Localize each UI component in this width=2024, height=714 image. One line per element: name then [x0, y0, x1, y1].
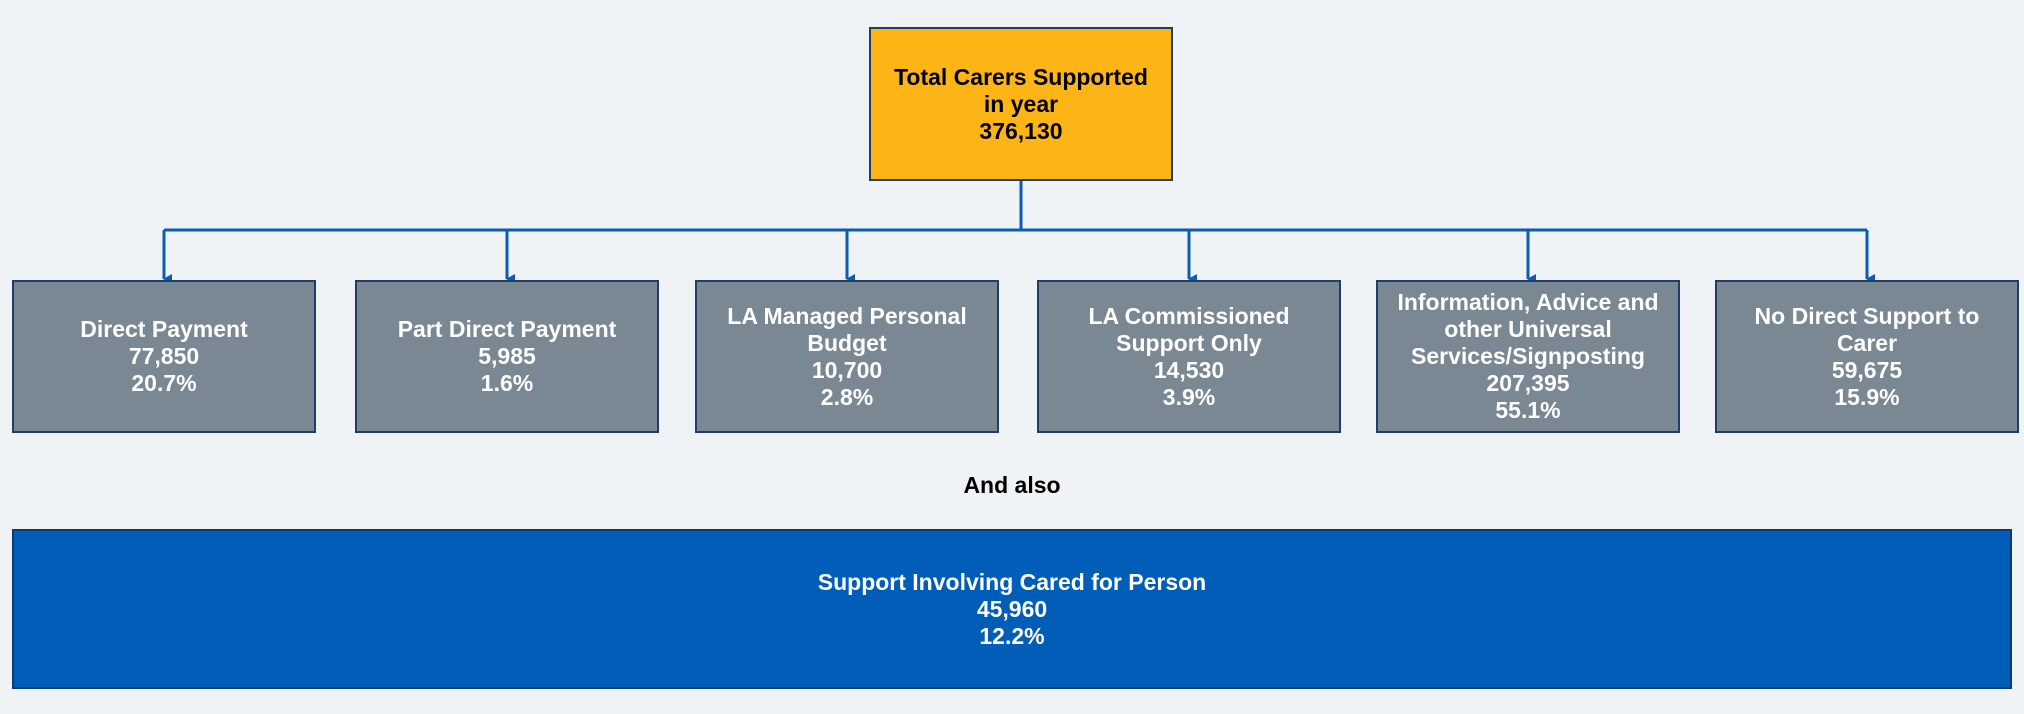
- node-la-managed-personal-budget: LA Managed Personal Budget 10,700 2.8%: [695, 280, 999, 433]
- node-value: 5,985: [478, 343, 536, 369]
- node-label-line1: Information, Advice and: [1397, 289, 1659, 315]
- and-also-label: And also: [963, 472, 1061, 498]
- node-information-advice-signposting: Information, Advice and other Universal …: [1376, 280, 1680, 433]
- node-no-direct-support: No Direct Support to Carer 59,675 15.9%: [1715, 280, 2019, 433]
- node-value: 10,700: [811, 356, 883, 383]
- node-percent: 15.9%: [1834, 383, 1900, 410]
- node-direct-payment: Direct Payment 77,850 20.7%: [12, 280, 316, 433]
- root-value: 376,130: [979, 117, 1063, 144]
- node-percent: 20.7%: [131, 370, 197, 396]
- node-percent: 3.9%: [1162, 383, 1216, 410]
- node-percent: 2.8%: [820, 383, 874, 410]
- node-label-line2: Budget: [807, 329, 887, 356]
- node-value: 59,675: [1831, 356, 1903, 383]
- node-label-line3: Services/Signposting: [1411, 343, 1645, 369]
- node-part-direct-payment: Part Direct Payment 5,985 1.6%: [355, 280, 659, 433]
- node-support-involving-cared-for-person: Support Involving Cared for Person 45,96…: [12, 529, 2012, 689]
- node-percent: 55.1%: [1495, 397, 1561, 423]
- node-la-commissioned-support-only: LA Commissioned Support Only 14,530 3.9%: [1037, 280, 1341, 433]
- node-label-line2: Support Only: [1116, 329, 1262, 356]
- node-percent: 1.6%: [480, 370, 534, 396]
- node-value: 77,850: [128, 343, 200, 369]
- root-title-line1: Total Carers Supported: [894, 63, 1148, 90]
- also-title: Support Involving Cared for Person: [817, 568, 1207, 595]
- root-title-line2: in year: [983, 90, 1059, 117]
- node-label-line1: No Direct Support to: [1754, 302, 1980, 329]
- node-value: 14,530: [1153, 356, 1225, 383]
- root-node-total-carers: Total Carers Supported in year 376,130: [869, 27, 1173, 181]
- node-label-line2: Carer: [1836, 329, 1898, 356]
- node-label-line2: other Universal: [1444, 316, 1612, 342]
- also-value: 45,960: [976, 595, 1048, 622]
- node-label: Part Direct Payment: [397, 316, 617, 342]
- node-label: Direct Payment: [80, 316, 248, 342]
- node-label-line1: LA Commissioned: [1088, 302, 1290, 329]
- also-percent: 12.2%: [979, 622, 1045, 649]
- node-value: 207,395: [1486, 370, 1570, 396]
- node-label-line1: LA Managed Personal: [727, 302, 967, 329]
